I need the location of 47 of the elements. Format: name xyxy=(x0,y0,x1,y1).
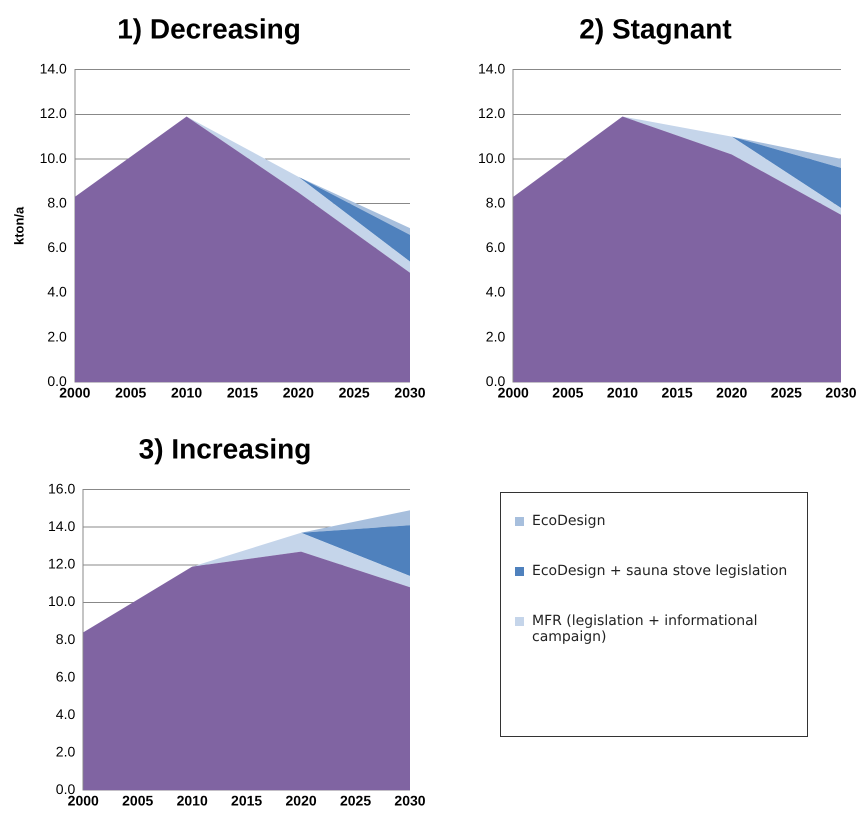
y-tick-label: 6.0 xyxy=(486,239,506,256)
y-tick-label: 4.0 xyxy=(486,284,506,300)
y-tick-label: 10.0 xyxy=(40,150,68,166)
x-tick-label: 2010 xyxy=(176,792,208,808)
x-tick-label: 2030 xyxy=(825,384,857,400)
y-tick-label: 16.0 xyxy=(48,480,76,496)
chart-title: 2) Stagnant xyxy=(579,14,732,45)
x-tick-label: 2020 xyxy=(716,384,748,400)
x-tick-label: 2020 xyxy=(282,384,314,400)
x-tick-label: 2015 xyxy=(226,384,258,400)
x-tick-label: 2030 xyxy=(394,792,426,808)
x-tick-label: 2005 xyxy=(552,384,584,400)
x-tick-label: 2010 xyxy=(606,384,638,400)
y-tick-label: 2.0 xyxy=(486,328,506,344)
x-tick-label: 2015 xyxy=(662,384,693,400)
y-tick-label: 12.0 xyxy=(40,105,68,122)
x-tick-label: 2010 xyxy=(170,384,202,400)
x-tick-label: 2025 xyxy=(340,792,372,808)
y-tick-label: 6.0 xyxy=(47,239,68,256)
y-tick-label: 12.0 xyxy=(478,105,506,122)
y-tick-label: 6.0 xyxy=(56,668,76,684)
y-tick-label: 10.0 xyxy=(48,593,76,610)
y-tick-label: 4.0 xyxy=(47,284,68,300)
y-axis-title: kton/a xyxy=(11,206,26,246)
x-tick-label: 2005 xyxy=(122,792,154,808)
y-tick-label: 8.0 xyxy=(47,194,68,210)
y-tick-label: 12.0 xyxy=(48,556,76,572)
y-tick-label: 8.0 xyxy=(486,194,506,210)
y-tick-label: 14.0 xyxy=(48,518,76,534)
x-tick-label: 2030 xyxy=(394,384,426,400)
x-tick-label: 2020 xyxy=(286,792,317,808)
chart-title: 3) Increasing xyxy=(138,434,312,465)
chart-title: 1) Decreasing xyxy=(117,14,301,45)
legend-label: MFR (legislation + informational campaign) xyxy=(532,613,759,645)
x-tick-label: 2005 xyxy=(115,384,146,400)
x-tick-label: 2025 xyxy=(770,384,802,400)
y-tick-label: 4.0 xyxy=(56,706,76,722)
y-tick-label: 2.0 xyxy=(56,743,76,760)
y-tick-label: 14.0 xyxy=(40,60,68,76)
y-tick-label: 2.0 xyxy=(47,328,68,344)
y-tick-label: 10.0 xyxy=(478,150,506,166)
x-tick-label: 2025 xyxy=(338,384,370,400)
y-tick-label: 14.0 xyxy=(478,60,506,76)
legend-label: EcoDesign xyxy=(532,513,606,529)
x-tick-label: 2015 xyxy=(231,792,262,808)
y-tick-label: 8.0 xyxy=(56,630,76,647)
legend-label: EcoDesign + sauna stove legislation xyxy=(532,563,788,579)
